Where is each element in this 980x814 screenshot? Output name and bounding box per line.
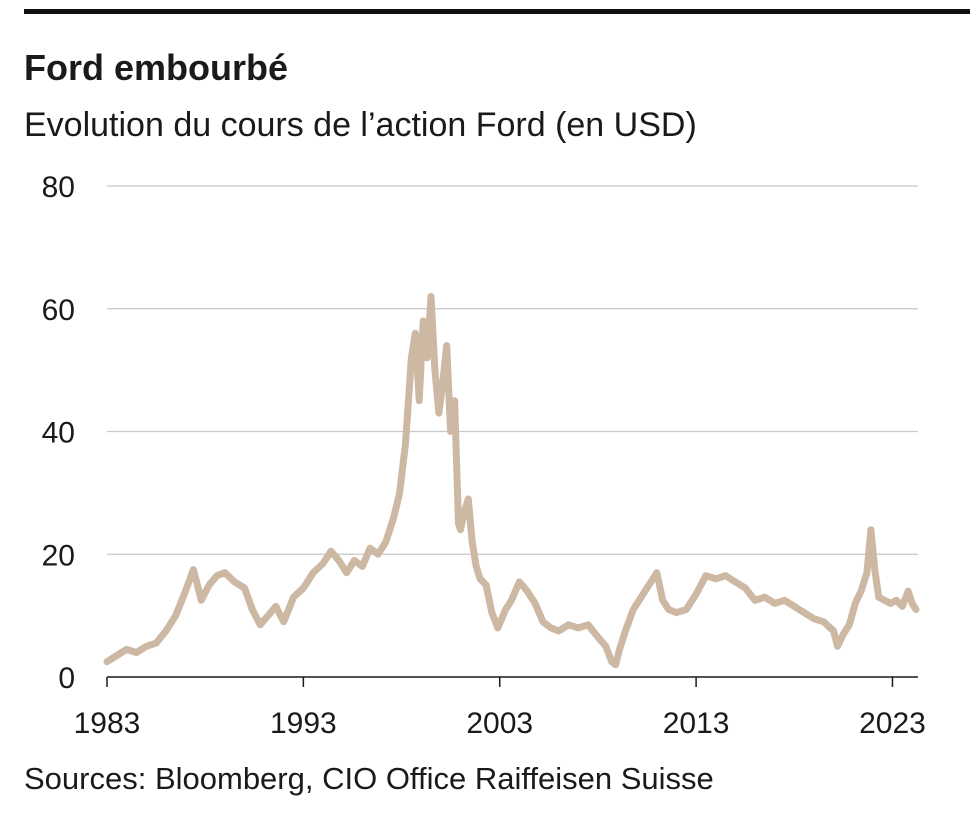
x-tick-label: 2003 — [466, 707, 533, 740]
top-rule — [24, 9, 970, 14]
y-tick-label: 0 — [58, 662, 75, 695]
y-tick-label: 60 — [42, 294, 75, 327]
chart-subtitle: Evolution du cours de l’action Ford (en … — [24, 106, 697, 144]
x-tick-label: 2013 — [663, 707, 730, 740]
axes: 0 20 40 60 80 1983 1993 2003 2013 2023 — [42, 171, 926, 740]
x-tick-label: 1993 — [270, 707, 337, 740]
chart-title: Ford embourbé — [24, 47, 289, 88]
y-tick-label: 80 — [42, 171, 75, 204]
source-note: Sources: Bloomberg, CIO Office Raiffeise… — [24, 761, 714, 796]
x-tick-label: 1983 — [74, 707, 141, 740]
y-tick-label: 20 — [42, 539, 75, 572]
series-line — [103, 293, 920, 669]
gridlines — [107, 185, 918, 555]
y-tick-label: 40 — [42, 417, 75, 450]
series-layer — [103, 293, 920, 669]
x-tick-label: 2023 — [859, 707, 926, 740]
